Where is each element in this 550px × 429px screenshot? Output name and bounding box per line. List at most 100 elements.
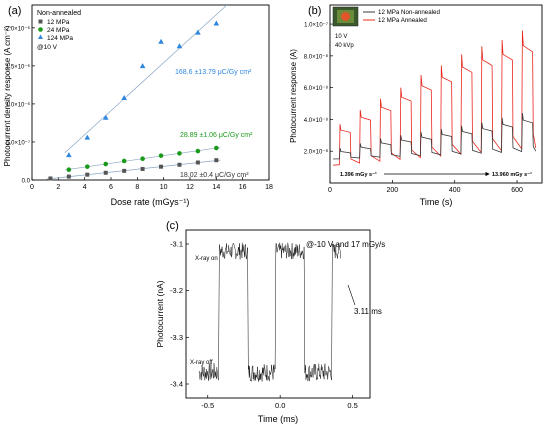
b-xtick-label: 600 (511, 187, 523, 194)
data-point (122, 168, 127, 173)
b-ytick-label: 4.0×10⁻⁸ (304, 117, 329, 124)
data-point (66, 174, 71, 179)
b-xtick-label: 200 (387, 187, 399, 194)
data-point (177, 162, 182, 167)
panel-c-frame (185, 229, 371, 399)
a-xtick-label: 12 (186, 184, 194, 191)
data-point (158, 153, 164, 158)
a-ytick-label: 0.0 (22, 179, 31, 185)
b-ytick-label: 1.0×10⁻⁷ (304, 22, 328, 29)
a-xtick-label: 8 (135, 184, 139, 191)
legend-label-124mpa: 124 MPa (47, 35, 73, 42)
a-xtick-label: 6 (109, 184, 113, 191)
data-point (195, 160, 200, 165)
trace-12-mpa-annealed (333, 30, 537, 166)
c-ytick-label: -3.3 (170, 333, 183, 342)
a-xtick-label: 10 (160, 184, 168, 191)
a-xtick-label: 4 (83, 184, 87, 191)
data-point (158, 38, 164, 44)
panel-a-legend: Non-annealed 12 MPa 24 MPa 124 MPa @10 V (37, 10, 81, 51)
panel-a-label: (a) (8, 5, 21, 17)
dose-end-label: 13.960 mGy s⁻¹ (492, 171, 532, 178)
b-ytick-label: 8.0×10⁻⁸ (304, 53, 329, 60)
panel-c-label: (c) (166, 220, 179, 232)
c-ytick-label: -3.2 (170, 286, 183, 295)
trace-12-mpa-non-annealed (333, 113, 537, 160)
panel-a-frame (31, 4, 270, 181)
data-point (176, 43, 183, 49)
a-ytick-label: 1.0×10⁻⁶ (6, 101, 31, 108)
data-point (121, 95, 127, 101)
panel-a-fit-lines (46, 4, 228, 180)
c-xtick-label: 0.0 (275, 401, 285, 410)
panel-c-ylabel: Photocurrent (nA) (155, 280, 165, 347)
panel-c-ticks: -0.5 0.0 0.5 -3.1 -3.2 -3.3 -3.4 (170, 240, 358, 411)
fit-line-0 (46, 159, 221, 180)
data-point (121, 158, 127, 164)
fit-line-2 (64, 4, 228, 154)
legend-title: Non-annealed (37, 10, 81, 17)
c-xtick-label: -0.5 (201, 401, 214, 410)
a-ytick-label: 2.0×10⁻⁶ (6, 25, 31, 32)
data-point (177, 151, 182, 156)
legend-marker-124mpa (38, 34, 43, 39)
panel-b: (b) 0 200 400 600 2.0×10⁻⁸ 4.0×10⁻⁸ 6.0×10⁻⁸ 8.… (289, 4, 543, 207)
legend-note: @10 V (37, 44, 58, 51)
data-point (214, 158, 219, 163)
data-point (84, 134, 91, 140)
c-xtick-label: 0.5 (347, 401, 357, 410)
data-point (140, 156, 145, 161)
panel-c-trace (198, 242, 341, 382)
panel-b-traces (333, 30, 537, 166)
data-point (139, 63, 146, 69)
rise-time-pointer (347, 284, 356, 306)
data-point (103, 170, 108, 175)
c-ytick-label: -3.1 (170, 240, 183, 249)
panel-a-points (48, 20, 220, 181)
panel-b-xlabel: Time (s) (420, 197, 453, 207)
data-point (140, 166, 145, 171)
data-point (214, 145, 219, 151)
a-xtick-label: 0 (30, 184, 34, 191)
annotation-124mpa: 168.6 ±13.79 μC/Gy cm² (175, 69, 252, 76)
xray-off-label: X-ray off (190, 360, 213, 366)
panel-b-legend: 12 MPa Non-annealed 12 MPa Annealed (363, 9, 440, 24)
a-ytick-label: 5.0×10⁻⁷ (6, 139, 30, 146)
a-xtick-label: 16 (239, 184, 247, 191)
b-ytick-label: 6.0×10⁻⁸ (304, 85, 329, 92)
panel-b-ylabel: Photocurrent response (A) (289, 49, 298, 143)
photocurrent-trace (198, 242, 341, 382)
data-point (159, 164, 164, 169)
a-ytick-label: 1.5×10⁻⁶ (6, 63, 31, 70)
data-point (85, 164, 90, 169)
annotation-12mpa: 18.02 ±0.4 μC/Gy cm² (180, 172, 249, 179)
data-point (66, 167, 72, 173)
b-xtick-label: 400 (449, 187, 461, 194)
legend-label-24mpa: 24 MPa (47, 27, 70, 34)
panel-b-frame (329, 4, 543, 184)
xray-on-label: X-ray on (195, 256, 218, 262)
legend-marker-24mpa (38, 27, 43, 32)
panel-a: (a) 0 2 4 6 8 10 12 14 16 18 0.0 5.0×10⁻⁷ 1.0×10⁻⁶ 1.… (3, 4, 273, 207)
sample-disk (341, 12, 350, 21)
data-point (195, 148, 201, 154)
data-point (102, 114, 109, 120)
b-ytick-label: 2.0×10⁻⁸ (304, 149, 329, 156)
panel-a-xlabel: Dose rate (mGys⁻¹) (111, 197, 190, 207)
data-point (66, 152, 72, 158)
panel-b-ticks: 0 200 400 600 2.0×10⁻⁸ 4.0×10⁻⁸ 6.0×10⁻⁸ 8.0×10… (304, 22, 523, 194)
data-point (195, 29, 201, 35)
a-xtick-label: 14 (212, 184, 220, 191)
inset-kvp: 40 kVp (335, 43, 354, 49)
annotation-24mpa: 28.89 ±1.06 μC/Gy cm² (180, 132, 253, 139)
panel-b-label: (b) (308, 5, 321, 17)
legend-label-nonannealed: 12 MPa Non-annealed (378, 9, 440, 16)
panel-c-xlabel: Time (ms) (258, 414, 298, 424)
a-xtick-label: 2 (56, 184, 60, 191)
panel-a-ylabel: Photocurrent density response (A cm⁻²) (3, 25, 12, 166)
panel-b-inset: 10 V 40 kVp (332, 6, 359, 49)
legend-marker-12mpa (38, 19, 43, 24)
panel-c: (c) -0.5 0.0 0.5 -3.1 -3.2 -3.3 -3.4 Time (ms)… (155, 220, 385, 424)
legend-label-12mpa: 12 MPa (47, 19, 70, 26)
